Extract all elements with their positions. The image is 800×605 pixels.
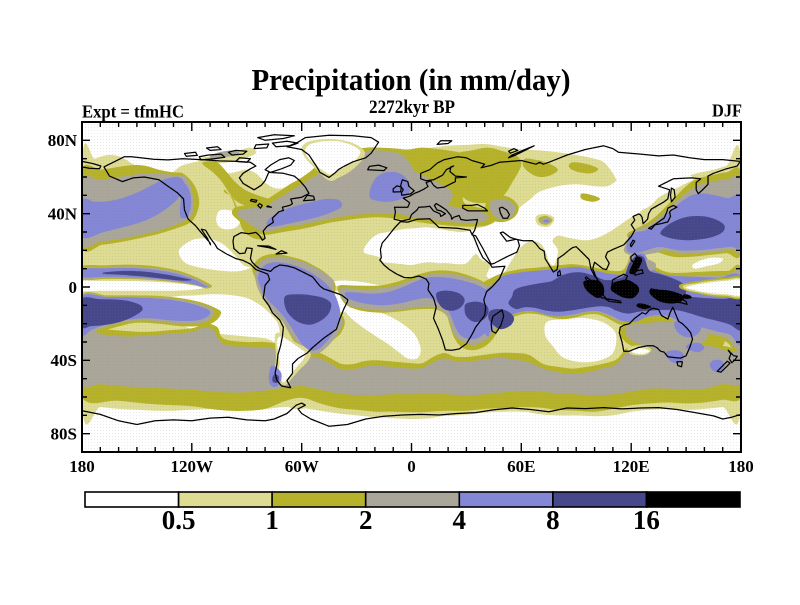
svg-text:8: 8 [546, 505, 560, 535]
svg-text:2: 2 [359, 505, 373, 535]
svg-text:40N: 40N [48, 205, 78, 224]
svg-text:80N: 80N [48, 131, 78, 150]
svg-text:Precipitation (in mm/day): Precipitation (in mm/day) [252, 63, 571, 97]
svg-text:DJF: DJF [712, 101, 742, 121]
svg-text:80S: 80S [51, 425, 77, 444]
svg-text:Expt = tfmHC: Expt = tfmHC [82, 102, 184, 122]
svg-text:0.5: 0.5 [162, 505, 196, 535]
svg-text:40S: 40S [51, 351, 77, 370]
svg-text:120W: 120W [171, 457, 214, 476]
svg-text:2272kyr BP: 2272kyr BP [369, 97, 455, 118]
svg-text:16: 16 [633, 505, 660, 535]
svg-text:60W: 60W [285, 457, 319, 476]
svg-text:0: 0 [69, 278, 78, 297]
svg-text:180: 180 [69, 457, 95, 476]
svg-text:0: 0 [407, 457, 416, 476]
svg-text:120E: 120E [613, 457, 650, 476]
svg-text:4: 4 [453, 505, 467, 535]
svg-text:180: 180 [728, 457, 754, 476]
svg-text:60E: 60E [507, 457, 535, 476]
svg-text:1: 1 [265, 505, 279, 535]
